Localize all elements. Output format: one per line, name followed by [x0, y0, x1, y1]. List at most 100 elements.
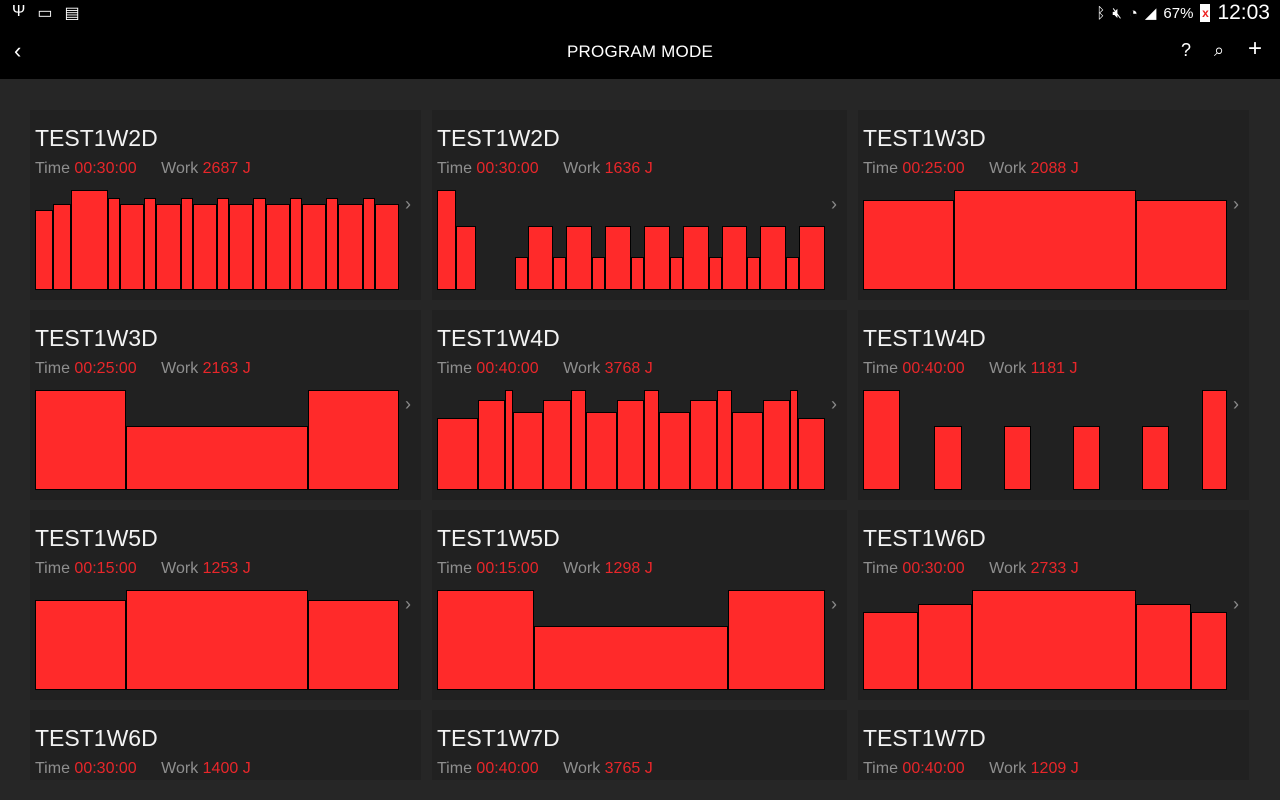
- program-name: TEST1W3D: [35, 325, 158, 351]
- program-name: TEST1W7D: [437, 725, 560, 751]
- profile-bar: [721, 226, 748, 290]
- profile-bar: [119, 204, 145, 290]
- time-label: Time: [35, 160, 70, 177]
- work-value: 3765 J: [604, 760, 653, 777]
- profile-bar: [126, 590, 308, 690]
- program-card[interactable]: TEST1W6D Time 00:30:00 Work 2733 J ›: [858, 510, 1249, 700]
- profile-bar: [308, 390, 399, 490]
- profile-bar: [682, 226, 709, 290]
- program-name: TEST1W4D: [437, 325, 560, 351]
- time-value: 00:30:00: [74, 160, 137, 177]
- work-label: Work: [563, 560, 601, 577]
- profile-bar: [326, 198, 339, 290]
- profile-bar: [1141, 426, 1170, 490]
- battery-icon: x: [1200, 4, 1211, 22]
- chevron-right-icon[interactable]: ›: [1233, 394, 1239, 414]
- program-card[interactable]: TEST1W4D Time 00:40:00 Work 1181 J ›: [858, 310, 1249, 500]
- profile-bar: [289, 198, 302, 290]
- program-card[interactable]: TEST1W5D Time 00:15:00 Work 1253 J ›: [30, 510, 421, 700]
- program-card[interactable]: TEST1W2D Time 00:30:00 Work 1636 J ›: [432, 110, 847, 300]
- chevron-right-icon[interactable]: ›: [831, 594, 837, 614]
- profile-bar: [229, 204, 254, 290]
- profile-bar: [716, 390, 733, 490]
- profile-bar: [456, 226, 476, 290]
- profile-bar: [437, 418, 478, 490]
- program-card[interactable]: TEST1W2D Time 00:30:00 Work 2687 J ›: [30, 110, 421, 300]
- program-profile-chart: [437, 590, 825, 690]
- clock: 12:03: [1217, 1, 1270, 24]
- time-label: Time: [437, 560, 472, 577]
- program-card[interactable]: TEST1W5D Time 00:15:00 Work 1298 J ›: [432, 510, 847, 700]
- profile-bar: [732, 412, 763, 490]
- program-meta: Time 00:15:00 Work 1298 J: [437, 560, 653, 578]
- profile-bar: [566, 226, 593, 290]
- profile-bar: [265, 204, 290, 290]
- signal-icon: ◢: [1144, 5, 1157, 22]
- profile-bar: [1003, 426, 1032, 490]
- work-value: 1181 J: [1030, 360, 1078, 377]
- program-profile-chart: [863, 590, 1227, 690]
- profile-bar: [790, 390, 798, 490]
- time-value: 00:30:00: [476, 160, 539, 177]
- program-profile-chart: [437, 390, 825, 490]
- page-title: PROGRAM MODE: [567, 42, 713, 61]
- profile-bar: [505, 390, 513, 490]
- program-card[interactable]: TEST1W6D Time 00:30:00 Work 1400 J: [30, 710, 421, 780]
- time-label: Time: [35, 760, 70, 777]
- profile-bar: [972, 590, 1136, 690]
- work-label: Work: [563, 360, 601, 377]
- program-profile-chart: [863, 390, 1227, 490]
- profile-bar: [659, 412, 690, 490]
- chevron-right-icon[interactable]: ›: [831, 394, 837, 414]
- profile-bar: [477, 400, 506, 490]
- back-button[interactable]: ‹: [14, 38, 22, 63]
- program-meta: Time 00:40:00 Work 1209 J: [863, 760, 1079, 778]
- profile-bar: [338, 204, 363, 290]
- work-label: Work: [989, 760, 1027, 777]
- work-label: Work: [161, 560, 199, 577]
- chevron-right-icon[interactable]: ›: [1233, 594, 1239, 614]
- program-name: TEST1W2D: [437, 125, 560, 151]
- chevron-right-icon[interactable]: ›: [405, 594, 411, 614]
- time-value: 00:40:00: [476, 760, 539, 777]
- wifi-icon: ◔: [1128, 4, 1138, 22]
- time-value: 00:25:00: [902, 160, 965, 177]
- work-label: Work: [563, 760, 601, 777]
- profile-bar: [1072, 426, 1101, 490]
- profile-bar: [362, 198, 375, 290]
- program-profile-chart: [437, 190, 825, 290]
- profile-bar: [156, 204, 181, 290]
- profile-bar: [35, 210, 54, 290]
- work-label: Work: [161, 160, 199, 177]
- usb-icon: Ψ: [12, 3, 26, 20]
- add-button[interactable]: +: [1248, 35, 1263, 62]
- profile-bar: [514, 257, 528, 290]
- time-value: 00:40:00: [902, 360, 965, 377]
- work-value: 2733 J: [1030, 560, 1079, 577]
- chevron-right-icon[interactable]: ›: [831, 194, 837, 214]
- time-label: Time: [863, 160, 898, 177]
- program-card[interactable]: TEST1W7D Time 00:40:00 Work 3765 J: [432, 710, 847, 780]
- chevron-right-icon[interactable]: ›: [1233, 194, 1239, 214]
- help-button[interactable]: ?: [1181, 40, 1192, 60]
- time-label: Time: [863, 560, 898, 577]
- program-card[interactable]: TEST1W7D Time 00:40:00 Work 1209 J: [858, 710, 1249, 780]
- profile-bar: [616, 400, 644, 490]
- program-card[interactable]: TEST1W3D Time 00:25:00 Work 2088 J ›: [858, 110, 1249, 300]
- profile-bar: [180, 198, 193, 290]
- profile-bar: [1190, 612, 1227, 690]
- chevron-right-icon[interactable]: ›: [405, 194, 411, 214]
- time-label: Time: [35, 560, 70, 577]
- program-card[interactable]: TEST1W3D Time 00:25:00 Work 2163 J ›: [30, 310, 421, 500]
- status-bar: Ψ ▭ ▤ ᛒ 🔇︎ ◔ ◢ 67% x 12:03: [0, 0, 1280, 26]
- chevron-right-icon[interactable]: ›: [405, 394, 411, 414]
- program-card[interactable]: TEST1W4D Time 00:40:00 Work 3768 J ›: [432, 310, 847, 500]
- time-label: Time: [863, 760, 898, 777]
- program-meta: Time 00:25:00 Work 2163 J: [35, 360, 251, 378]
- work-value: 2088 J: [1030, 160, 1079, 177]
- search-button[interactable]: ⌕: [1214, 40, 1225, 60]
- program-meta: Time 00:30:00 Work 2733 J: [863, 560, 1079, 578]
- profile-bar: [35, 390, 126, 490]
- profile-bar: [762, 400, 791, 490]
- work-value: 3768 J: [604, 360, 653, 377]
